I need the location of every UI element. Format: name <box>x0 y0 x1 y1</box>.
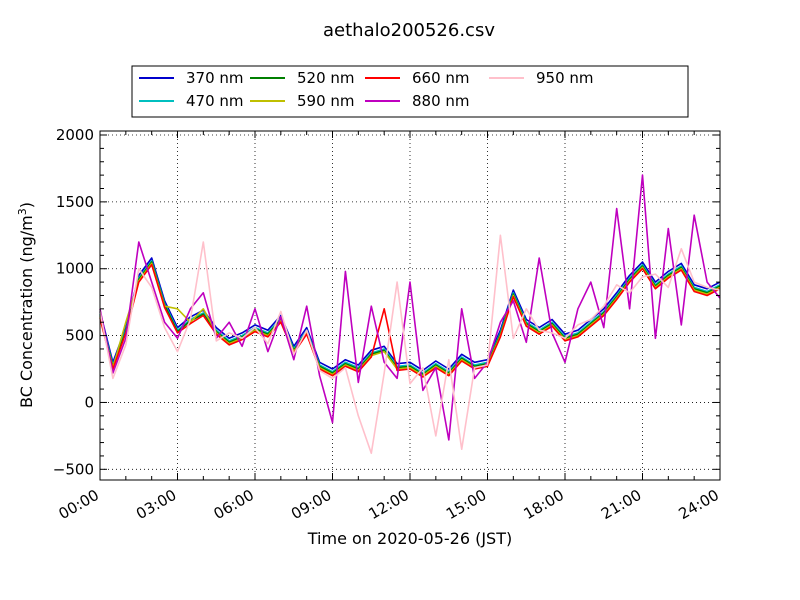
y-axis-label: BC Concentration (ng/m3) <box>16 202 36 408</box>
series-line-590-nm <box>99 262 721 377</box>
legend-label: 880 nm <box>412 92 470 110</box>
series-line-470-nm <box>99 259 721 374</box>
x-tick-label: 12:00 <box>366 486 412 523</box>
y-axis-label-close: ) <box>17 202 36 208</box>
series-lines <box>99 174 721 455</box>
legend: 370 nm 470 nm 520 nm 590 nm 660 nm 880 nm 950 … <box>131 65 689 118</box>
series-line-370-nm <box>99 257 721 372</box>
x-tick-label: 21:00 <box>598 486 644 523</box>
x-tick-label: 15:00 <box>443 486 489 523</box>
grid-lines <box>99 131 721 480</box>
y-tick-label: −500 <box>53 460 94 478</box>
legend-label: 660 nm <box>412 69 470 87</box>
y-tick-label: 500 <box>65 327 94 345</box>
y-tick-label: 2000 <box>56 126 94 144</box>
series-line-660-nm <box>99 263 721 378</box>
y-axis-label-main: BC Concentration (ng/m <box>17 215 36 408</box>
x-tick-label: 24:00 <box>676 486 722 523</box>
legend-label: 590 nm <box>297 92 355 110</box>
legend-label: 470 nm <box>186 92 244 110</box>
x-tick-label: 00:00 <box>56 486 102 523</box>
x-tick-label: 18:00 <box>521 486 567 523</box>
y-tick-label: 0 <box>84 393 94 411</box>
legend-label: 950 nm <box>536 69 594 87</box>
x-axis-label: Time on 2020-05-26 (JST) <box>307 529 512 548</box>
chart-title: aethalo200526.csv <box>323 20 495 41</box>
y-tick-label: 1000 <box>56 260 94 278</box>
series-line-880-nm <box>99 174 721 441</box>
y-axis-label-sup: 3 <box>16 208 29 215</box>
x-tick-label: 03:00 <box>133 486 179 523</box>
y-tick-label: 1500 <box>56 193 94 211</box>
x-tick-label: 06:00 <box>211 486 257 523</box>
series-line-950-nm <box>99 234 721 455</box>
x-tick-label: 09:00 <box>288 486 334 523</box>
legend-label: 520 nm <box>297 69 355 87</box>
legend-label: 370 nm <box>186 69 244 87</box>
